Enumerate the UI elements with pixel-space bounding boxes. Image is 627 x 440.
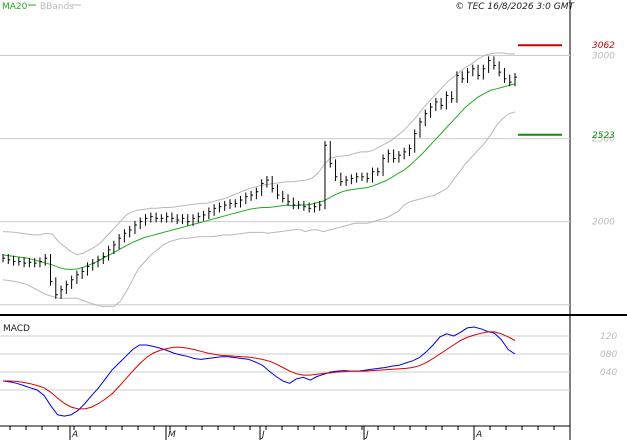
copyright-text: © TEC 16/8/2026 3:0 GMT [455, 2, 575, 12]
x-month-label: M [168, 430, 176, 440]
ma20-path [2, 83, 516, 271]
macd-y-tick-labels: 120 080 040 [600, 332, 617, 378]
support-level-label: 2523 [592, 131, 615, 141]
macd-panel-title: MACD [3, 324, 30, 334]
ma20-legend-label: MA20 [2, 2, 28, 12]
resistance-level-label: 3062 [592, 41, 615, 51]
price-y-tick-label: 2500 [592, 135, 615, 145]
bbands-lower-line [2, 111, 516, 307]
x-month-label: J [260, 430, 265, 440]
price-bars [2, 56, 517, 299]
macd-y-tick-label: 080 [600, 350, 617, 360]
x-month-label: A [71, 430, 78, 440]
macd-y-tick-label: 120 [600, 332, 617, 342]
bbands-legend-label: BBands [40, 2, 74, 12]
bbands-upper-line [2, 52, 515, 256]
price-y-tick-label: 2000 [592, 218, 615, 228]
price-levels: 3062 2523 [518, 41, 615, 141]
x-month-label: A [475, 430, 482, 440]
macd-y-tick-label: 040 [600, 368, 617, 378]
price-gridlines [0, 55, 570, 306]
macd-line [2, 326, 516, 417]
x-month-label: J [364, 430, 369, 440]
ma20-line [2, 83, 516, 271]
bollinger-bands [2, 52, 516, 307]
price-y-tick-labels: 3000 2500 2000 [592, 52, 615, 228]
macd-gridlines [0, 335, 570, 391]
price-y-tick-label: 3000 [592, 52, 615, 62]
signal-line [3, 331, 516, 410]
macd-lines [2, 326, 516, 417]
